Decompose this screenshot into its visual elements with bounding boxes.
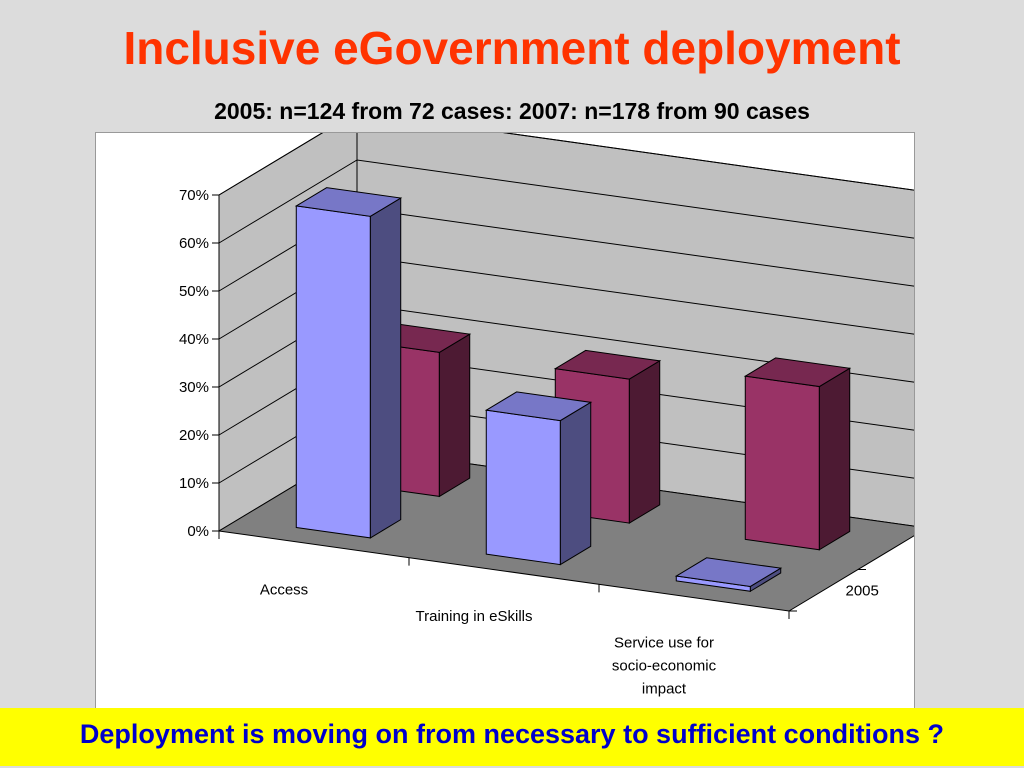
- bar-chart-3d: 0% 10% 20% 30% 40% 50% 60% 70% Access Training in…: [179, 133, 914, 698]
- bar-2007-2-side: [628, 359, 661, 524]
- gridline: [218, 133, 914, 196]
- y-tick-label: 40%: [179, 331, 209, 348]
- y-tick-label: 20%: [179, 427, 209, 444]
- bar-2005-2-front: [485, 409, 561, 566]
- bar-2005-1-side: [369, 197, 402, 539]
- x-category-label: Training in eSkills: [416, 608, 533, 625]
- bar-2005-2-top: [484, 391, 593, 422]
- bar-2007-3-side: [818, 367, 851, 551]
- y-tick-label: 50%: [179, 283, 209, 300]
- y-tick-label: 10%: [179, 475, 209, 492]
- y-tick-label: 70%: [179, 187, 209, 204]
- x-category-label: Access: [260, 581, 308, 598]
- y-tick-label: 30%: [179, 379, 209, 396]
- y-tick-label: 0%: [187, 523, 209, 540]
- bar-2007-3-top: [743, 357, 852, 388]
- series-label-2005: 2005: [846, 582, 879, 599]
- chart-area: 0% 10% 20% 30% 40% 50% 60% 70% Access Training in…: [95, 132, 915, 712]
- bar-2005-1-front: [295, 205, 371, 539]
- gridline: [218, 159, 914, 244]
- x-category-label: Service use for: [614, 635, 714, 652]
- bar-2007-3-front: [744, 375, 820, 551]
- footer-banner: Deployment is moving on from necessary t…: [0, 708, 1024, 766]
- bar-2005-3-top: [674, 557, 783, 587]
- bar-2005-1-top: [294, 187, 403, 217]
- x-category-label: impact: [642, 681, 687, 698]
- bar-2005-2-side: [559, 401, 592, 566]
- slide-title: Inclusive eGovernment deployment: [123, 22, 901, 74]
- slide-subtitle: 2005: n=124 from 72 cases: 2007: n=178 f…: [214, 98, 810, 124]
- y-tick-label: 60%: [179, 235, 209, 252]
- bar-2007-2-top: [553, 349, 662, 380]
- x-category-label: socio-economic: [612, 658, 717, 675]
- bar-2007-1-side: [438, 333, 471, 498]
